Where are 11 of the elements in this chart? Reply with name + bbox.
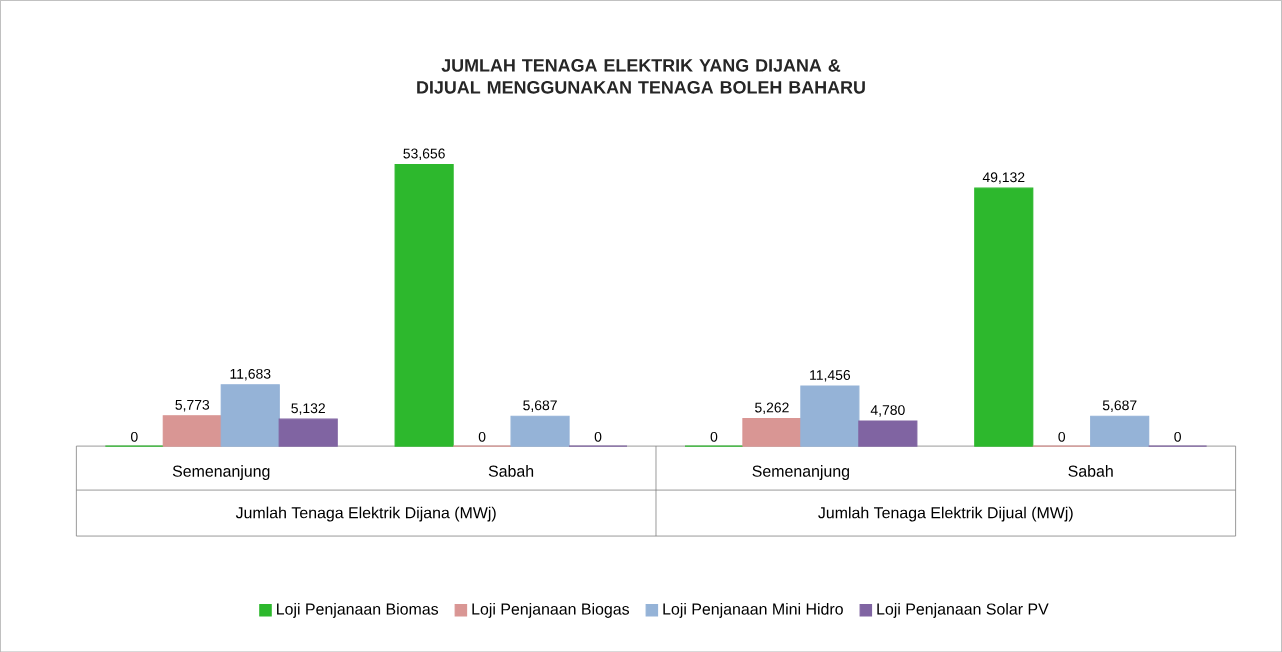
chart-title: JUMLAH TENAGA ELEKTRIK YANG DIJANA & DIJUAL MENGGUNAKAN TENAGA BOLEH BAHARU bbox=[417, 58, 865, 94]
bar bbox=[278, 418, 338, 447]
bar bbox=[742, 417, 802, 447]
bar bbox=[394, 163, 454, 447]
bar bbox=[800, 385, 860, 447]
bar bbox=[974, 187, 1034, 447]
bar bbox=[1090, 415, 1150, 447]
bar bbox=[510, 415, 570, 447]
bar bbox=[162, 415, 222, 447]
bar bbox=[858, 420, 918, 447]
bar bbox=[220, 384, 280, 447]
